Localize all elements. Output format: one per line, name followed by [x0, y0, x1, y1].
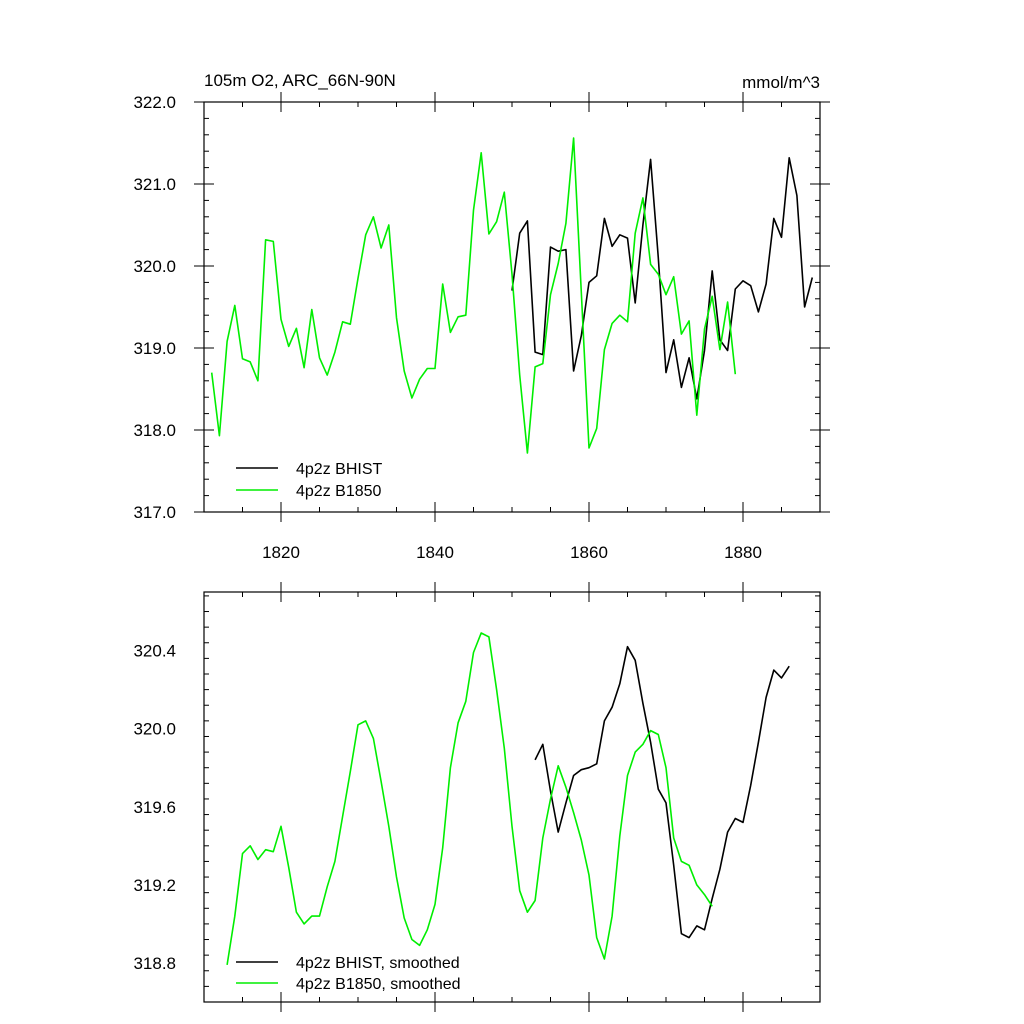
bottom-y-tick-label: 320.4: [133, 642, 176, 661]
bottom-y-tick-label: 319.2: [133, 876, 176, 895]
bottom-legend-label: 4p2z BHIST, smoothed: [296, 955, 460, 972]
top-x-tick-label: 1840: [416, 543, 454, 562]
top-panel: 105m O2, ARC_66N-90N mmol/m^3 1820 1840 18…: [133, 71, 830, 562]
top-y-tick-label: 322.0: [133, 93, 176, 112]
top-title-left: 105m O2, ARC_66N-90N: [204, 71, 396, 90]
bottom-panel: 318.8 319.2 319.6 320.0 320.4 4p2z BHIST, smo…: [133, 582, 821, 1012]
top-series-line-bhist: [511, 157, 814, 400]
bottom-plot-frame: [203, 591, 821, 1003]
top-x-tick-label: 1820: [262, 543, 300, 562]
top-title-right: mmol/m^3: [742, 73, 820, 92]
bottom-series-line-bhist: [534, 645, 790, 939]
bottom-series-line-b1850: [226, 632, 713, 966]
top-legend-label: 4p2z B1850: [296, 483, 382, 500]
top-y-tick-label: 320.0: [133, 257, 176, 276]
bottom-y-tick-label: 318.8: [133, 954, 176, 973]
top-legend-label: 4p2z BHIST: [296, 461, 382, 478]
top-x-tick-label: 1860: [570, 543, 608, 562]
top-x-tick-label: 1880: [724, 543, 762, 562]
top-y-tick-label: 321.0: [133, 175, 176, 194]
bottom-y-tick-label: 319.6: [133, 798, 176, 817]
top-y-tick-label: 319.0: [133, 339, 176, 358]
top-y-tick-label: 318.0: [133, 421, 176, 440]
bottom-y-tick-label: 320.0: [133, 720, 176, 739]
bottom-legend-label: 4p2z B1850, smoothed: [296, 976, 461, 993]
top-y-tick-label: 317.0: [133, 503, 176, 522]
top-series-line-b1850: [210, 137, 737, 454]
